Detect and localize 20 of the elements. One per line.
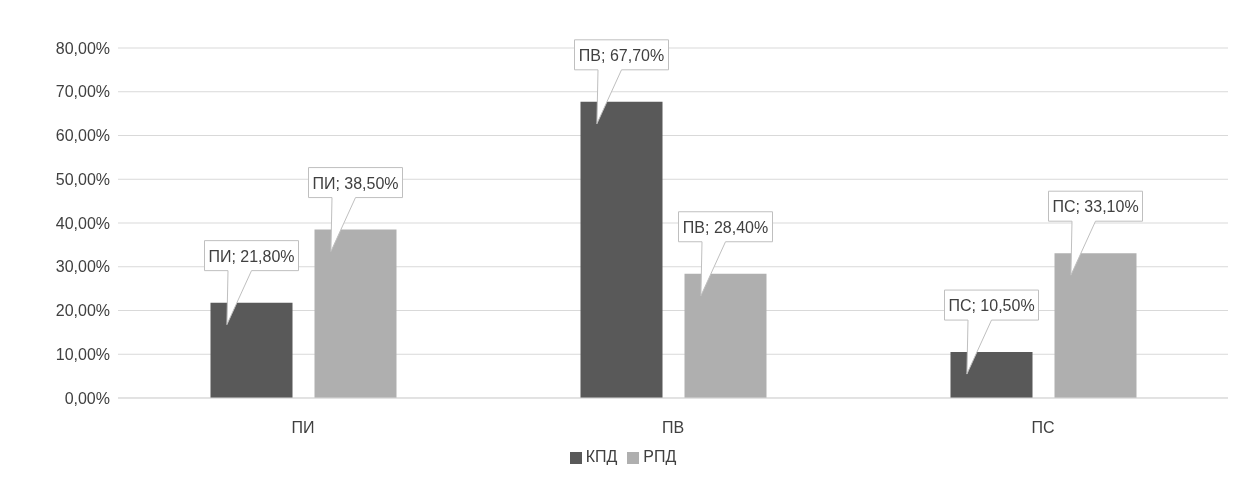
y-tick-label: 40,00% bbox=[55, 214, 110, 232]
y-tick-label: 80,00% bbox=[55, 39, 110, 57]
data-label: ПВ; 28,40% bbox=[682, 218, 769, 236]
y-tick-label: 0,00% bbox=[64, 389, 110, 407]
legend-label: КПД bbox=[585, 448, 618, 465]
y-tick-label: 60,00% bbox=[55, 127, 110, 145]
data-label: ПС; 10,50% bbox=[948, 297, 1035, 315]
y-tick-label: 70,00% bbox=[55, 83, 110, 101]
data-label: ПС; 33,10% bbox=[1052, 198, 1139, 216]
x-tick-label: ПИ bbox=[291, 419, 315, 437]
legend-label: РПД bbox=[643, 448, 677, 465]
data-label: ПИ; 38,50% bbox=[312, 174, 399, 192]
y-tick-label: 30,00% bbox=[55, 258, 110, 276]
y-tick-label: 50,00% bbox=[55, 170, 110, 188]
x-tick-label: ПС bbox=[1031, 419, 1055, 437]
x-tick-label: ПВ bbox=[661, 419, 685, 437]
y-tick-label: 10,00% bbox=[55, 345, 110, 363]
data-label: ПИ; 21,80% bbox=[208, 247, 295, 265]
y-tick-label: 20,00% bbox=[55, 302, 110, 320]
data-label: ПВ; 67,70% bbox=[578, 46, 665, 64]
